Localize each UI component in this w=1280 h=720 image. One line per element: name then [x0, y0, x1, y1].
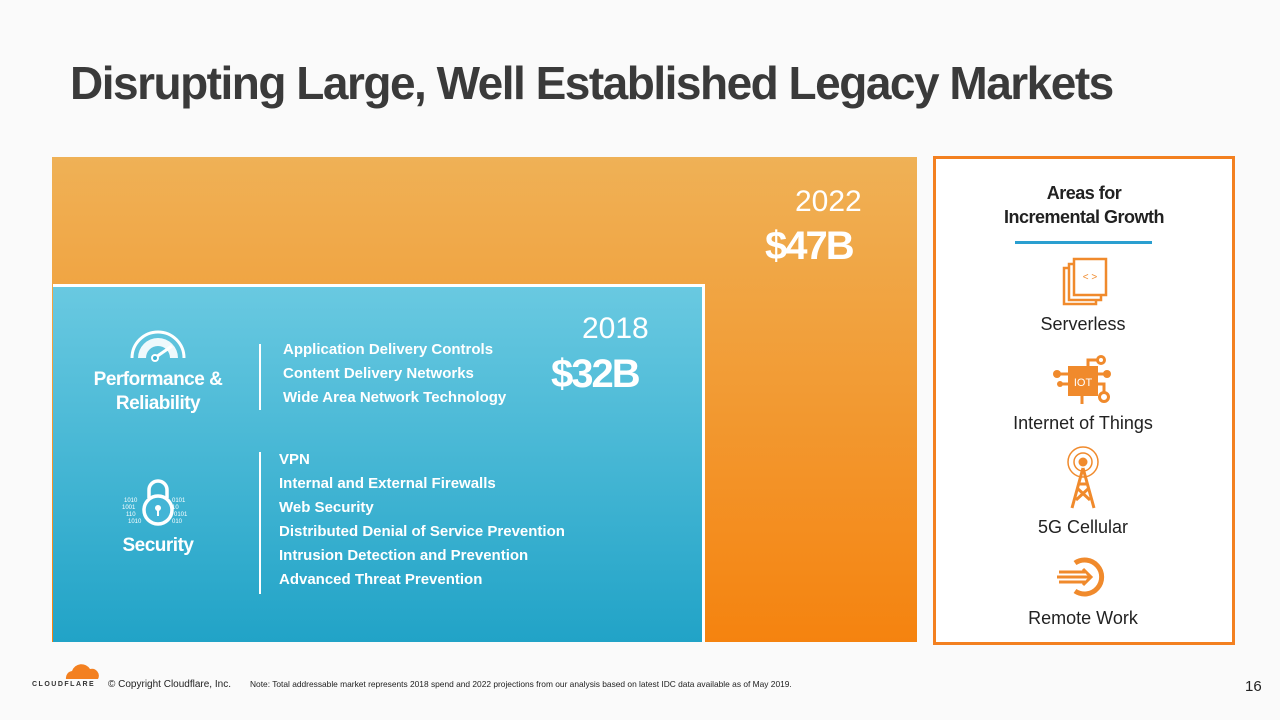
category-label-line: Reliability [115, 393, 201, 414]
svg-text:1010: 1010 [124, 498, 138, 504]
remote-login-icon [1057, 557, 1105, 597]
page-number: 16 [1245, 678, 1262, 695]
cloudflare-logo [65, 664, 99, 679]
growth-panel: Areas for Incremental Growth [933, 156, 1235, 645]
value-2018: $32B [551, 352, 641, 396]
svg-text:110: 110 [126, 512, 136, 518]
copyright: © Copyright Cloudflare, Inc. [108, 679, 231, 690]
code-pages-icon: < > [1062, 257, 1108, 306]
performance-items: Application Delivery Controls Content De… [283, 338, 506, 410]
year-2018: 2018 [582, 312, 649, 345]
list-item: Intrusion Detection and Prevention [279, 547, 529, 564]
iot-chip-icon: IOT [1053, 355, 1111, 404]
growth-label: Remote Work [1028, 608, 1138, 628]
svg-text:1010: 1010 [128, 519, 142, 525]
svg-text:1001: 1001 [122, 505, 136, 511]
growth-label: Serverless [1040, 314, 1126, 334]
category-performance-label: Performance & Reliability [70, 368, 246, 416]
growth-label: 5G Cellular [1037, 517, 1129, 537]
svg-text:010: 010 [172, 519, 183, 525]
list-item: Internal and External Firewalls [279, 475, 496, 492]
list-item: Content Delivery Networks [283, 365, 474, 382]
footnote: Note: Total addressable market represent… [250, 679, 792, 689]
svg-text:0101: 0101 [174, 512, 188, 518]
list-item: VPN [279, 451, 310, 468]
list-item: Application Delivery Controls [283, 341, 494, 358]
value-2022: $47B [765, 224, 855, 268]
category-label-line: Performance & [93, 369, 223, 390]
speedometer-icon [130, 330, 186, 362]
security-items: VPN Internal and External Firewalls Web … [279, 448, 565, 592]
year-2022: 2022 [795, 185, 862, 218]
svg-text:< >: < > [1083, 272, 1098, 283]
svg-text:0101: 0101 [172, 498, 186, 504]
page-title: Disrupting Large, Well Established Legac… [70, 57, 1114, 109]
category-security-label: Security [122, 535, 194, 556]
svg-text:10: 10 [172, 505, 179, 511]
cell-tower-icon [1067, 446, 1099, 509]
growth-heading-line2: Incremental Growth [1003, 207, 1165, 227]
list-item: Wide Area Network Technology [283, 389, 507, 406]
growth-heading-line1: Areas for [1046, 183, 1122, 203]
list-item: Web Security [279, 499, 374, 516]
growth-label: Internet of Things [1013, 413, 1153, 433]
divider [259, 344, 261, 410]
accent-line [1015, 241, 1152, 244]
list-item: Distributed Denial of Service Prevention [279, 523, 565, 540]
cloudflare-logo-text: CLOUDFLARE [32, 681, 96, 688]
iot-icon-text: IOT [1074, 377, 1093, 389]
divider [259, 452, 261, 594]
list-item: Advanced Threat Prevention [279, 571, 483, 588]
